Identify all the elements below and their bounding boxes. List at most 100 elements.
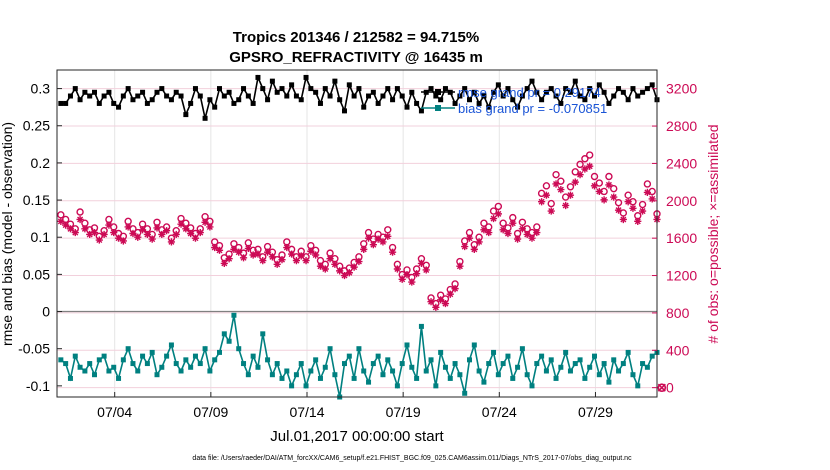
obs-possible-point bbox=[210, 238, 219, 246]
obs-possible-point bbox=[417, 255, 426, 263]
rmse-point bbox=[418, 108, 424, 114]
obs-assimilated-point bbox=[566, 191, 575, 199]
obs-possible-point bbox=[369, 235, 378, 243]
y-left-tick-label: -0.05 bbox=[18, 341, 50, 357]
bias-point bbox=[63, 361, 69, 367]
obs-assimilated-point bbox=[542, 191, 551, 199]
obs-assimilated-point bbox=[648, 195, 656, 203]
obs-possible-point bbox=[509, 213, 517, 222]
obs-assimilated-point bbox=[384, 232, 392, 240]
obs-assimilated-point bbox=[576, 171, 584, 179]
bias-point bbox=[72, 353, 78, 359]
rmse-point bbox=[563, 86, 569, 92]
obs-possible-point bbox=[379, 233, 387, 241]
rmse-point bbox=[183, 112, 189, 118]
obs-assimilated-point bbox=[206, 223, 214, 231]
obs-assimilated-point bbox=[552, 180, 560, 188]
obs-assimilated-point bbox=[638, 207, 647, 215]
obs-possible-point bbox=[119, 232, 128, 241]
obs-possible-point bbox=[124, 217, 132, 226]
bias-point bbox=[356, 346, 362, 352]
obs-possible-point bbox=[427, 294, 435, 302]
obs-possible-point bbox=[138, 220, 147, 228]
obs-possible-point bbox=[81, 219, 89, 227]
y-right-tick-label: 2000 bbox=[666, 193, 697, 209]
obs-possible-point bbox=[629, 198, 637, 206]
rmse-point bbox=[505, 86, 511, 92]
obs-possible-point bbox=[302, 253, 310, 261]
obs-assimilated-point bbox=[499, 226, 507, 234]
bias-point bbox=[630, 372, 636, 378]
obs-possible-point bbox=[518, 218, 527, 226]
obs-assimilated-point bbox=[81, 225, 89, 233]
obs-assimilated-point bbox=[114, 234, 123, 242]
obs-assimilated-point bbox=[76, 215, 84, 224]
obs-possible-point bbox=[201, 212, 209, 221]
obs-assimilated-point bbox=[105, 221, 113, 229]
obs-assimilated-point bbox=[590, 182, 599, 190]
bias-point bbox=[361, 368, 367, 374]
rmse-point bbox=[548, 86, 554, 92]
obs-assimilated-point bbox=[657, 383, 666, 392]
rmse-point bbox=[135, 93, 141, 99]
rmse-point bbox=[140, 89, 146, 95]
bias-point bbox=[491, 349, 497, 355]
rmse-point bbox=[192, 86, 198, 92]
rmse-point bbox=[515, 104, 521, 110]
bias-point bbox=[96, 357, 102, 363]
rmse-point bbox=[284, 93, 290, 99]
rmse-point bbox=[543, 89, 549, 95]
obs-assimilated-point bbox=[533, 228, 541, 237]
legend: rmse grand pr = 0.29174 bias grand pr = … bbox=[421, 85, 607, 116]
obs-assimilated-point bbox=[528, 234, 536, 242]
y-axis-right-label: # of obs: o=possible; ×=assimilated bbox=[705, 124, 721, 343]
bias-point bbox=[548, 357, 554, 363]
bias-point bbox=[58, 357, 64, 363]
obs-possible-point bbox=[220, 254, 229, 262]
bias-point bbox=[649, 353, 655, 359]
obs-possible-point bbox=[326, 249, 334, 257]
bias-point bbox=[467, 357, 472, 363]
rmse-point bbox=[63, 100, 69, 106]
obs-possible-point bbox=[610, 184, 618, 193]
rmse-point bbox=[644, 86, 650, 92]
obs-assimilated-point bbox=[225, 255, 233, 263]
bias-point bbox=[197, 361, 203, 367]
obs-assimilated-point bbox=[509, 219, 517, 227]
rmse-point bbox=[250, 100, 256, 106]
bias-point bbox=[515, 364, 521, 370]
obs-assimilated-point bbox=[148, 235, 156, 243]
obs-assimilated-point bbox=[643, 188, 651, 196]
obs-possible-point bbox=[528, 228, 536, 237]
obs-assimilated-point bbox=[196, 228, 204, 237]
x-tick-label: 07/24 bbox=[482, 404, 517, 420]
y-left-tick-label: 0 bbox=[42, 304, 50, 320]
obs-possible-point bbox=[345, 264, 354, 272]
obs-assimilated-point bbox=[403, 271, 411, 279]
bias-point bbox=[606, 379, 612, 385]
rmse-point bbox=[433, 93, 439, 99]
obs-possible-point bbox=[657, 383, 667, 392]
obs-assimilated-point bbox=[504, 229, 512, 238]
obs-assimilated-point bbox=[547, 207, 555, 215]
obs-assimilated-point bbox=[523, 230, 531, 239]
bias-point bbox=[241, 361, 247, 367]
rmse-point bbox=[366, 93, 372, 99]
rmse-point bbox=[616, 86, 622, 92]
rmse-point bbox=[82, 89, 88, 95]
obs-possible-point bbox=[566, 183, 575, 191]
bias-point bbox=[284, 368, 290, 374]
obs-assimilated-point bbox=[398, 275, 406, 283]
rmse-point bbox=[457, 93, 463, 99]
bias-point bbox=[217, 349, 222, 355]
bias-point bbox=[231, 312, 237, 318]
obs-assimilated-point bbox=[326, 255, 334, 263]
rmse-point bbox=[370, 89, 376, 95]
rmse-point bbox=[96, 100, 102, 106]
bias-point bbox=[428, 357, 434, 363]
rmse-point bbox=[539, 97, 545, 103]
bias-point bbox=[289, 383, 295, 389]
obs-assimilated-point bbox=[86, 230, 94, 239]
rmse-point bbox=[173, 89, 179, 95]
